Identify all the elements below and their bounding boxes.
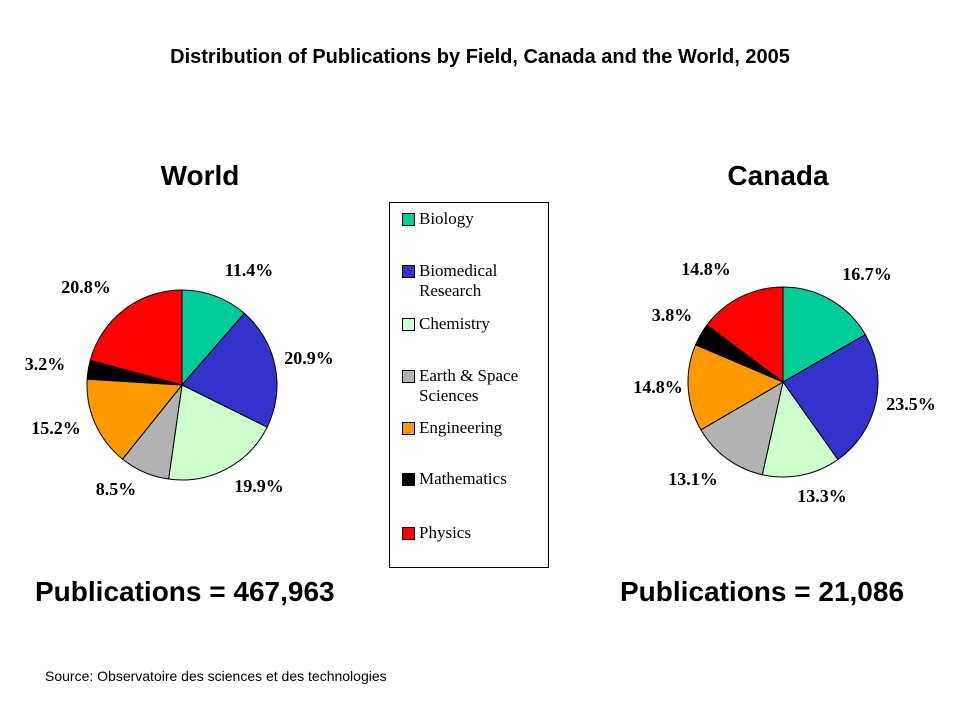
legend-swatch-chemistry — [402, 318, 415, 331]
legend-swatch-engineering — [402, 422, 415, 435]
world-label-mathematics: 3.2% — [25, 354, 66, 374]
world-label-earth-space-sciences: 8.5% — [96, 479, 137, 499]
canada-slice-earth-space-sciences — [700, 380, 784, 476]
legend-item-physics: Physics — [402, 523, 471, 543]
legend-label-biology: Biology — [419, 209, 474, 228]
canada-label-biomedical-research: 23.5% — [886, 394, 936, 414]
legend-label-chemistry: Chemistry — [419, 314, 490, 333]
legend-label-biomedical-research: Biomedical Research — [419, 261, 498, 300]
world-label-biology: 11.4% — [225, 260, 274, 280]
canada-label-physics: 14.8% — [681, 259, 731, 279]
world-label-physics: 20.8% — [61, 277, 111, 297]
legend-swatch-mathematics — [402, 473, 415, 486]
legend-item-biology: Biology — [402, 209, 474, 229]
world-slice-physics — [89, 289, 183, 386]
canada-label-earth-space-sciences: 13.1% — [668, 469, 718, 489]
canada-publications-count: Publications = 21,086 — [620, 576, 905, 607]
canada-label-mathematics: 3.8% — [652, 305, 693, 325]
legend-swatch-earth-space-sciences — [402, 370, 415, 383]
legend-label-engineering: Engineering — [419, 418, 503, 437]
legend-item-chemistry: Chemistry — [402, 314, 490, 334]
chart-title: Distribution of Publications by Field, C… — [170, 46, 790, 68]
canada-slice-biology — [782, 286, 867, 383]
legend-label-mathematics: Mathematics — [419, 469, 507, 488]
world-publications-count: Publications = 467,963 — [35, 576, 335, 607]
world-chart-title: World — [160, 160, 240, 191]
legend-label-earth-space-sciences: Earth & Space Sciences — [419, 366, 519, 405]
world-slice-biology — [181, 289, 246, 387]
legend-item-biomedical-research: Biomedical Research — [402, 261, 497, 301]
canada-label-chemistry: 13.3% — [797, 486, 847, 506]
world-label-chemistry: 19.9% — [234, 476, 284, 496]
legend-swatch-biomedical-research — [402, 265, 415, 278]
world-slice-engineering — [86, 378, 183, 460]
legend-swatch-physics — [402, 527, 415, 540]
world-label-biomedical-research: 20.9% — [284, 348, 334, 368]
source-note: Source: Observatoire des sciences et des… — [45, 668, 387, 684]
canada-slice-biomedical-research — [782, 333, 879, 461]
canada-slice-physics — [706, 286, 784, 383]
legend-swatch-biology — [402, 213, 415, 226]
legend-item-engineering: Engineering — [402, 418, 502, 438]
canada-slice-engineering — [687, 344, 785, 431]
canada-label-biology: 16.7% — [842, 264, 892, 284]
canada-slice-chemistry — [761, 380, 839, 478]
legend-item-earth-space-sciences: Earth & Space Sciences — [402, 366, 518, 406]
world-label-engineering: 15.2% — [31, 418, 81, 438]
canada-label-engineering: 14.8% — [633, 377, 683, 397]
legend-item-mathematics: Mathematics — [402, 469, 507, 489]
world-slice-chemistry — [168, 384, 268, 481]
canada-chart-title: Canada — [727, 160, 829, 191]
world-slice-biomedical-research — [181, 312, 278, 428]
legend: Biology Biomedical Research Chemistry Ea… — [389, 202, 549, 568]
legend-label-physics: Physics — [419, 523, 471, 542]
